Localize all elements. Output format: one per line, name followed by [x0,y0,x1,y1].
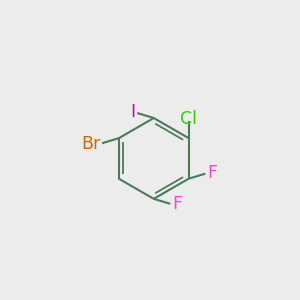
Text: Br: Br [81,135,100,153]
Text: F: F [172,195,182,213]
Text: Cl: Cl [180,110,197,128]
Text: F: F [207,164,217,182]
Text: I: I [130,103,135,122]
